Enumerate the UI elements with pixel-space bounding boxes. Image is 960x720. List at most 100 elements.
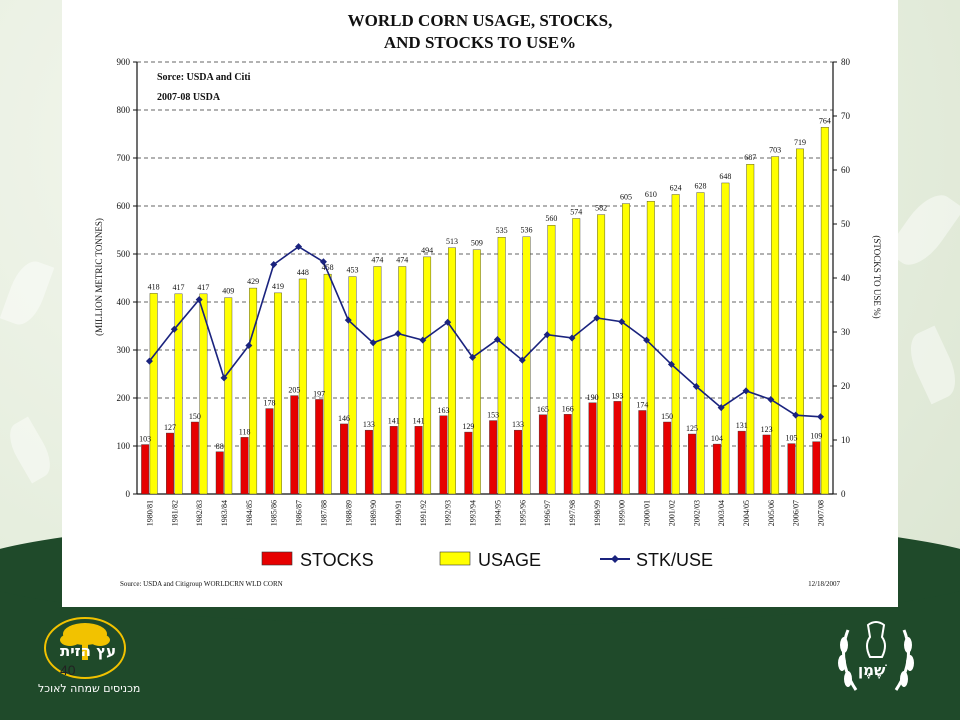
slide-number: 40 [60,662,76,678]
bar-usage [796,148,804,495]
usage-value-label: 648 [719,172,731,181]
bar-usage [298,278,307,495]
olive-tree-logo-name: עץ הזית [60,642,117,660]
stocks-value-label: 205 [288,386,300,395]
background-leaf [0,256,55,330]
x-tick-label: 1998/99 [593,500,602,526]
x-tick-label: 1990/91 [394,500,403,526]
stkuse-marker [618,318,626,326]
bar-usage [448,247,456,495]
usage-value-label: 703 [769,146,781,155]
x-tick-label: 1994/95 [493,500,502,526]
y2-tick-label: 10 [841,435,851,445]
bar-stocks [737,430,746,495]
usage-value-label: 474 [371,255,383,264]
y-tick-label: 600 [117,201,131,211]
usage-value-label: 764 [819,116,831,125]
chart-title: WORLD CORN USAGE, STOCKS, [348,11,613,30]
olive-tree-icon [44,617,126,679]
x-tick-label: 2004/05 [742,500,751,526]
bar-usage [721,182,730,495]
y-tick-label: 100 [117,441,131,451]
usage-value-label: 453 [347,266,359,275]
usage-value-label: 582 [595,204,607,213]
stocks-value-label: 150 [661,412,673,421]
stocks-value-label: 141 [388,416,400,425]
x-tick-label: 1980/81 [145,500,154,526]
stkuse-marker [469,353,477,361]
bar-usage [149,293,158,495]
stkuse-marker [493,336,501,344]
y-tick-label: 300 [117,345,131,355]
bar-stocks [240,437,249,495]
usage-value-label: 560 [545,214,557,223]
stkuse-marker [444,318,452,326]
stkuse-marker [767,396,775,403]
bar-stocks [290,395,299,495]
stkuse-marker [295,243,303,251]
stkuse-marker [220,374,228,382]
stkuse-marker [667,360,675,368]
stocks-value-label: 105 [785,434,797,443]
bar-usage [423,256,432,495]
usage-value-label: 418 [148,282,160,291]
x-tick-label: 1981/82 [170,500,179,526]
stkuse-marker [419,336,427,344]
bar-stocks [340,423,348,495]
usage-value-label: 535 [496,226,508,235]
y2-axis-label: (STOCKS TO USE %) [872,235,882,318]
y-tick-label: 500 [117,249,131,259]
x-tick-label: 1999/00 [618,500,627,526]
bar-stocks [389,426,398,495]
stocks-value-label: 193 [611,391,623,400]
stocks-value-label: 103 [139,435,151,444]
stkuse-marker [369,339,377,347]
stocks-value-label: 125 [686,424,698,433]
legend-swatch-stocks [261,551,293,566]
bar-usage [274,292,282,495]
legend-label-usage: USAGE [478,550,541,570]
bar-stocks [638,410,647,495]
y2-tick-label: 80 [841,57,851,67]
usage-value-label: 448 [297,268,309,277]
x-tick-label: 2003/04 [717,500,726,526]
usage-value-label: 513 [446,237,458,246]
stocks-value-label: 127 [164,423,176,432]
usage-value-label: 624 [670,183,682,192]
bar-stocks [588,402,597,495]
bar-usage [746,164,755,495]
legend-swatch-usage [439,551,471,566]
stocks-value-label: 123 [761,425,773,434]
x-tick-label: 1988/89 [344,500,353,526]
stkuse-marker [817,413,825,421]
bar-usage [522,236,531,495]
olive-wreath-icon [838,621,914,691]
legend-label-stkuse: STK/USE [636,550,713,570]
usage-value-label: 429 [247,277,259,286]
bar-usage [348,276,357,495]
stkuse-marker [319,258,327,266]
stkuse-marker [170,325,178,333]
stkuse-marker [543,331,551,339]
usage-value-label: 574 [570,207,582,216]
y2-tick-label: 20 [841,381,851,391]
bar-stocks [364,429,373,495]
bar-usage [622,203,630,495]
stkuse-marker [692,383,700,391]
stocks-value-label: 118 [239,427,251,436]
usage-value-label: 687 [744,153,756,162]
stkuse-marker [145,357,153,365]
stkuse-marker [518,356,526,364]
legend-marker-stkuse [611,555,619,563]
bar-usage [199,293,208,495]
x-tick-label: 2002/03 [692,500,701,526]
stkuse-marker [195,296,203,304]
y-tick-label: 800 [117,105,131,115]
bar-stocks [414,426,423,495]
stocks-value-label: 146 [338,414,350,423]
x-tick-label: 2007/08 [817,500,826,526]
stocks-value-label: 88 [216,442,224,451]
stocks-value-label: 131 [736,421,748,430]
usage-value-label: 474 [396,255,408,264]
x-tick-label: 1996/97 [543,500,552,526]
